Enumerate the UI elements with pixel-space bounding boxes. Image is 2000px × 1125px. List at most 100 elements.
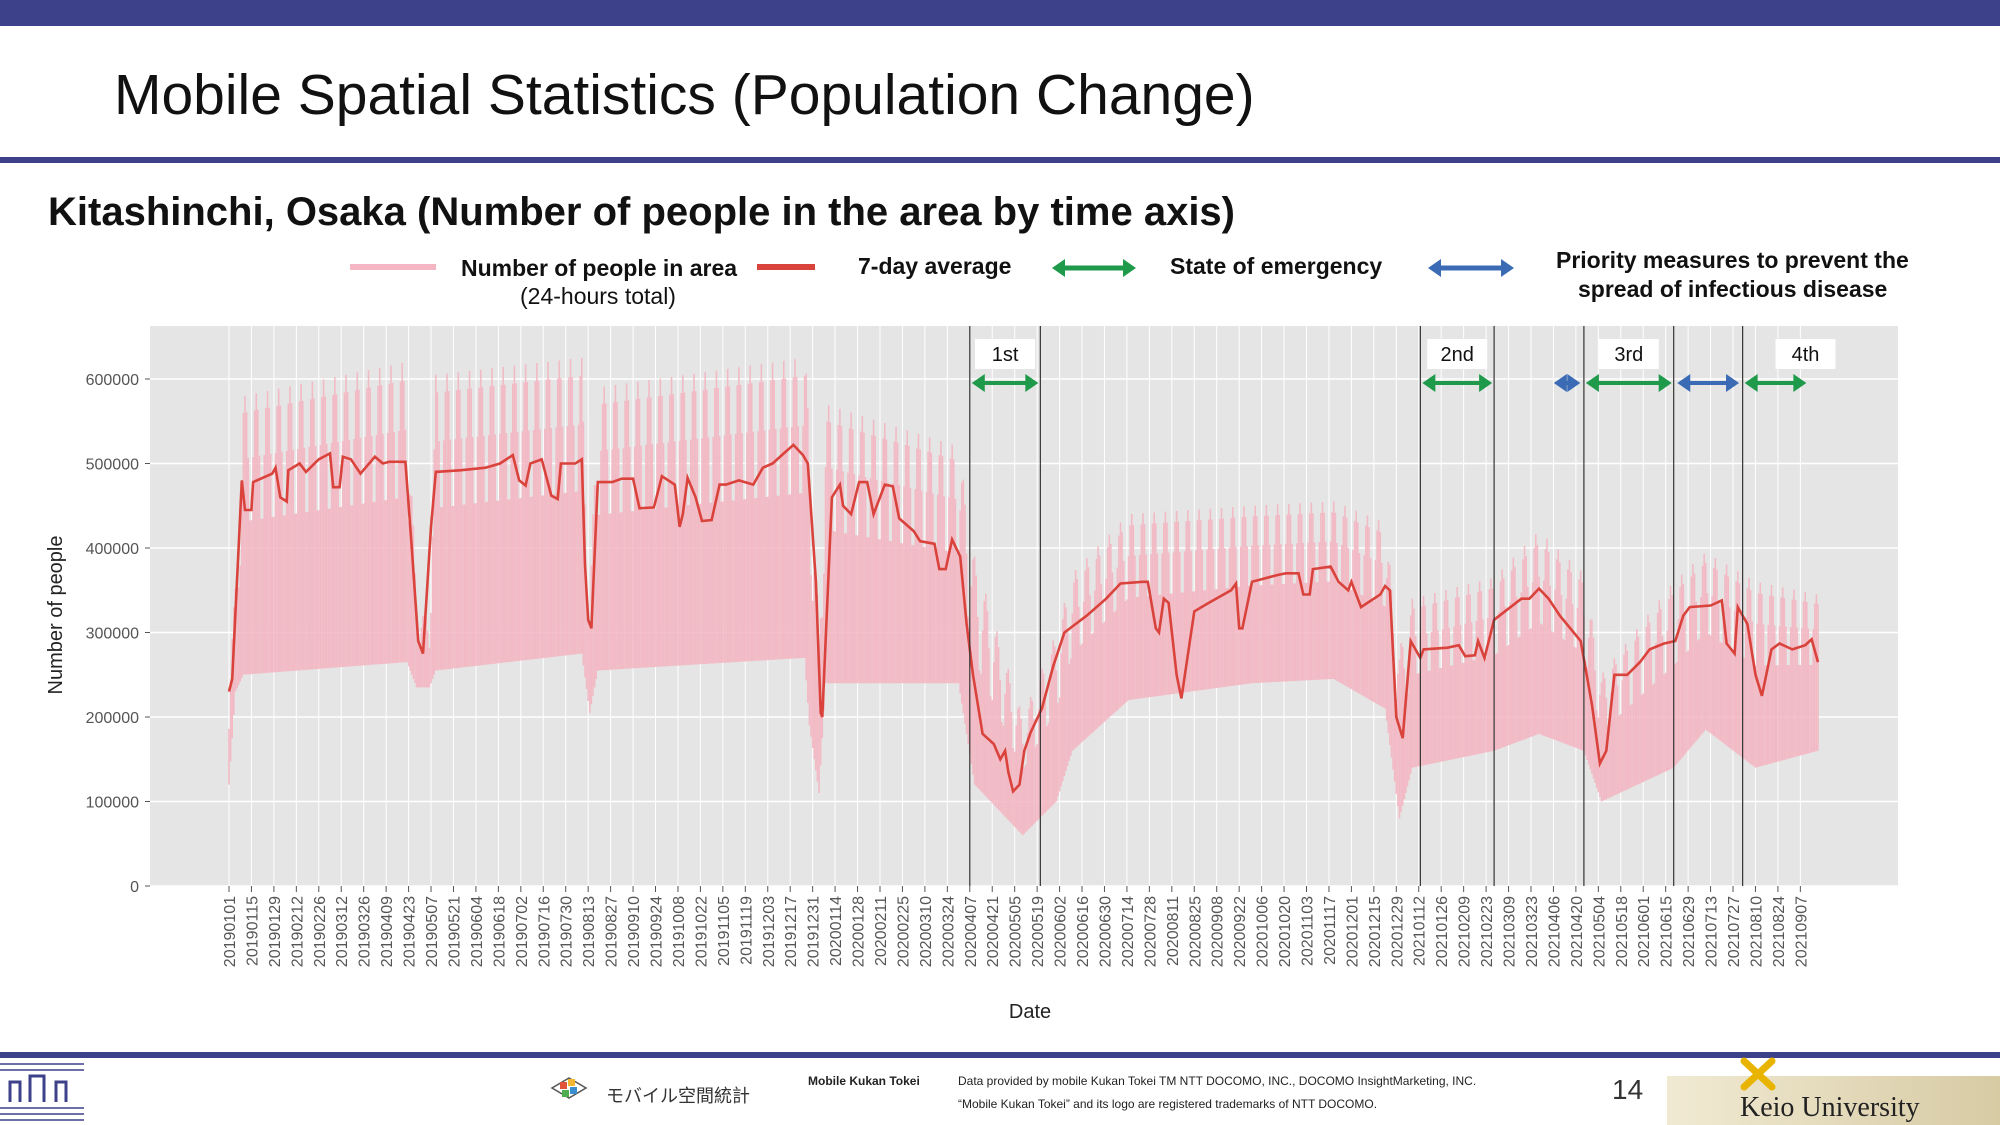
x-tick-label-29: 20200211 <box>873 896 890 966</box>
period-arrows: 1st 2nd 3rd 4th <box>971 339 1836 392</box>
x-tick-label-1: 20190115 <box>244 896 261 966</box>
x-tick-label-62: 20210518 <box>1614 896 1631 967</box>
x-tick-label-37: 20200602 <box>1053 896 1070 967</box>
x-tick-label-12: 20190618 <box>491 896 508 967</box>
y-tick-label-2: 200000 <box>86 710 139 727</box>
keio-banner <box>1667 1076 2000 1125</box>
page-number: 14 <box>1612 1074 1644 1105</box>
title-divider <box>0 157 2000 163</box>
y-tick-label-3: 300000 <box>86 626 139 643</box>
priority-arrow-1 <box>1553 374 1581 392</box>
y-axis-title: Number of people <box>45 536 67 695</box>
emergency-label-box-3 <box>1598 339 1659 369</box>
x-tick-label-15: 20190730 <box>559 896 576 967</box>
keio-pen-emblem-icon <box>1740 1057 1776 1091</box>
brand-en: Mobile Kukan Tokei <box>808 1074 920 1088</box>
legend-daily-sub: (24-hours total) <box>520 283 676 309</box>
x-tick-label-2: 20190129 <box>267 896 284 967</box>
emergency-arrow-1 <box>971 374 1039 392</box>
x-tick-label-44: 20200908 <box>1210 896 1227 967</box>
x-tick-label-40: 20200714 <box>1120 896 1137 967</box>
header-bar <box>0 0 2000 26</box>
x-tick-label-32: 20200324 <box>940 896 957 967</box>
x-tick-label-35: 20200505 <box>1008 896 1025 967</box>
y-tick-label-1: 100000 <box>86 795 139 812</box>
x-tick-label-41: 20200728 <box>1142 896 1159 967</box>
emergency-arrow-2 <box>1422 374 1493 392</box>
x-tick-label-54: 20210126 <box>1434 896 1451 967</box>
x-tick-label-3: 20190212 <box>289 896 306 967</box>
emergency-label-box-2 <box>1427 339 1488 369</box>
x-tick-label-14: 20190716 <box>536 896 553 967</box>
credit-line-1: Data provided by mobile Kukan Tokei TM N… <box>958 1074 1477 1088</box>
y-axis: 0 100000 200000 300000 400000 500000 600000 <box>86 372 150 896</box>
x-tick-label-56: 20210223 <box>1479 896 1496 967</box>
page-title: Mobile Spatial Statistics (Population Ch… <box>114 63 1255 127</box>
x-tick-label-60: 20210420 <box>1569 896 1586 967</box>
institution-logo <box>0 1058 84 1125</box>
x-tick-label-52: 20201229 <box>1389 896 1406 967</box>
x-tick-label-39: 20200630 <box>1097 896 1114 967</box>
x-tick-label-26: 20191231 <box>806 896 823 967</box>
x-tick-label-61: 20210504 <box>1591 896 1608 967</box>
legend-avg-label: 7-day average <box>858 253 1012 279</box>
x-tick-label-11: 20190604 <box>469 896 486 967</box>
priority-arrow-2 <box>1677 374 1740 392</box>
legend-emergency-arrow <box>1052 259 1136 277</box>
x-tick-label-50: 20201201 <box>1344 896 1361 967</box>
x-tick-label-58: 20210323 <box>1524 896 1541 967</box>
chart-subtitle: Kitashinchi, Osaka (Number of people in … <box>48 190 1235 234</box>
x-tick-label-28: 20200128 <box>851 896 868 967</box>
x-tick-label-65: 20210629 <box>1681 896 1698 967</box>
x-tick-label-36: 20200519 <box>1030 896 1047 967</box>
x-tick-label-57: 20210309 <box>1502 896 1519 967</box>
x-tick-label-27: 20200114 <box>828 896 845 966</box>
legend-priority-arrow-shape <box>1428 259 1514 277</box>
emergency-label-box-4 <box>1775 339 1836 369</box>
x-tick-label-31: 20200310 <box>918 896 935 967</box>
x-tick-label-23: 20191119 <box>738 896 755 965</box>
legend-daily-label: Number of people in area <box>461 255 738 281</box>
brand-jp: モバイル空間統計 <box>606 1086 750 1106</box>
x-tick-label-46: 20201006 <box>1255 896 1272 967</box>
x-tick-label-30: 20200225 <box>895 896 912 967</box>
emergency-label-3: 3rd <box>1614 344 1643 366</box>
emergency-label-4: 4th <box>1792 344 1820 366</box>
x-tick-label-43: 20200825 <box>1187 896 1204 967</box>
x-tick-label-21: 20191022 <box>693 896 710 967</box>
x-tick-label-33: 20200407 <box>963 896 980 967</box>
y-tick-label-0: 0 <box>130 879 139 896</box>
avg-series-line <box>227 443 1820 795</box>
x-tick-label-68: 20210810 <box>1748 896 1765 967</box>
legend-priority-label-1: Priority measures to prevent the <box>1556 247 1909 273</box>
x-tick-label-34: 20200421 <box>985 896 1002 967</box>
legend-emergency-label: State of emergency <box>1170 253 1383 279</box>
x-tick-label-16: 20190813 <box>581 896 598 967</box>
emergency-label-2: 2nd <box>1441 344 1474 366</box>
x-tick-label-49: 20201117 <box>1322 896 1339 965</box>
x-tick-label-63: 20210601 <box>1636 896 1653 967</box>
footer-divider <box>0 1052 2000 1058</box>
daily-series <box>228 357 1819 836</box>
legend-priority-arrow <box>1428 259 1514 277</box>
legend-priority-label-2: spread of infectious disease <box>1578 276 1888 302</box>
population-chart: 1st 2nd 3rd 4th 0 100000 200000 300000 400000 50… <box>45 259 1898 1023</box>
university-name: Keio University <box>1740 1092 1920 1123</box>
x-tick-label-13: 20190702 <box>514 896 531 967</box>
y-tick-label-5: 500000 <box>86 457 139 474</box>
x-tick-label-6: 20190326 <box>357 896 374 967</box>
x-tick-label-53: 20210112 <box>1412 896 1429 966</box>
x-tick-label-70: 20210907 <box>1793 896 1810 967</box>
x-tick-label-8: 20190423 <box>402 896 419 967</box>
x-tick-label-4: 20190226 <box>312 896 329 967</box>
x-tick-label-47: 20201020 <box>1277 896 1294 967</box>
x-tick-label-10: 20190521 <box>446 896 463 967</box>
emergency-arrow-3 <box>1585 374 1672 392</box>
x-tick-label-51: 20201215 <box>1367 896 1384 967</box>
period-boundaries <box>969 326 1744 886</box>
mobile-kukan-tokei-logo-icon <box>550 1077 588 1099</box>
x-tick-label-48: 20201103 <box>1300 896 1317 966</box>
x-tick-label-5: 20190312 <box>334 896 351 967</box>
x-tick-label-42: 20200811 <box>1165 896 1182 966</box>
x-tick-label-25: 20191217 <box>783 896 800 967</box>
